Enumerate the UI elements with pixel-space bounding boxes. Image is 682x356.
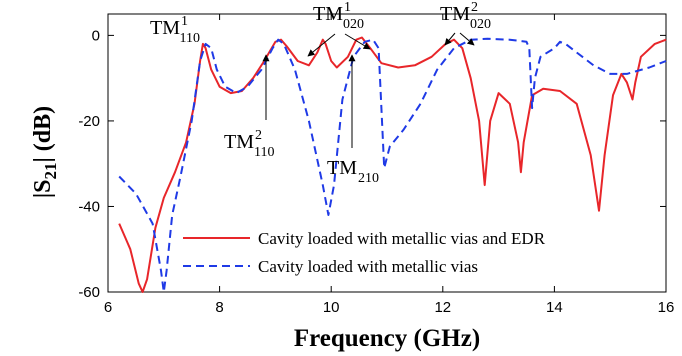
x-axis-label: Frequency (GHz) <box>294 325 480 352</box>
legend-label-edr: Cavity loaded with metallic vias and EDR <box>258 229 546 248</box>
plot-frame <box>107 13 667 293</box>
y-tick-label: -40 <box>78 198 100 215</box>
annotation-tm210: TM210 <box>327 157 379 186</box>
arrow-tm020-1-left <box>307 33 336 57</box>
x-tick-label: 12 <box>434 299 451 316</box>
legend: Cavity loaded with metallic vias and EDR… <box>183 229 546 276</box>
y-axis-label: |S21| (dB) <box>30 106 60 198</box>
y-axis-ticks: 0 -20 -40 -60 <box>78 27 666 301</box>
x-axis-ticks: 6 8 10 12 14 16 <box>104 14 675 316</box>
x-tick-label: 8 <box>215 299 223 316</box>
arrow-tm020-2-left <box>444 32 456 46</box>
x-tick-label: 6 <box>104 299 112 316</box>
annotation-tm020-2: TM2 020 <box>440 0 491 32</box>
annotation-tm110-1: TM1 110 <box>150 14 200 46</box>
annotation-tm110-2: TM2 110 <box>224 128 274 160</box>
annotation-tm020-1: TM1 020 <box>313 0 364 32</box>
arrow-tm020-2-right <box>459 32 475 46</box>
y-tick-label: -60 <box>78 284 100 301</box>
y-tick-label: -20 <box>78 113 100 130</box>
x-tick-label: 14 <box>546 299 563 316</box>
mode-annotations: TM1 110 TM1 020 TM2 020 TM2 110 TM210 <box>150 0 491 186</box>
series-layer <box>118 36 667 293</box>
series-line-vias <box>118 37 667 293</box>
x-tick-label: 10 <box>323 299 340 316</box>
y-tick-label: 0 <box>92 27 100 44</box>
x-tick-label: 16 <box>658 299 675 316</box>
series-line-edr <box>118 36 667 293</box>
arrow-tm020-1-right <box>344 33 371 50</box>
legend-label-vias: Cavity loaded with metallic vias <box>258 257 478 276</box>
